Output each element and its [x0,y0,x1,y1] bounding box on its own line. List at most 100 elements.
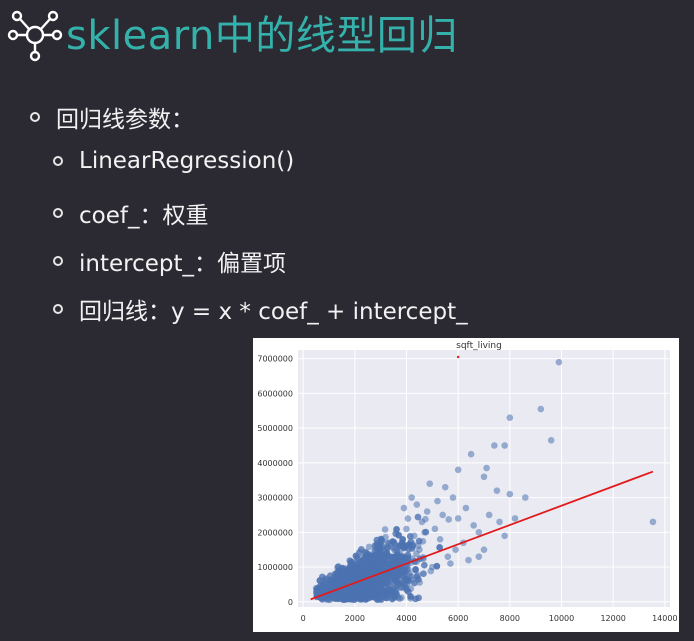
scatter-point [449,494,457,501]
bullet-text: intercept_：偏置项 [79,251,286,277]
scatter-point [347,559,355,567]
bullet-item: coef_：权重 [53,196,208,230]
scatter-chart-panel: 0 2000 4000 6000 8000 10000 12000 14000 0 1000000… [253,338,679,632]
scatter-point [491,442,498,449]
scatter-point [376,581,384,588]
network-hub-icon [7,10,63,62]
scatter-point [400,504,408,512]
x-tick-label: 8000 [500,614,520,623]
scatter-point [399,578,406,586]
scatter-point [390,592,398,600]
regression-line [310,470,654,601]
scatter-point [394,554,401,562]
x-tick-label: 10000 [549,614,574,623]
bullet-text: LinearRegression() [79,148,295,174]
x-tick-label: 14000 [652,614,677,623]
scatter-point [444,553,452,560]
scatter-point [404,515,412,522]
scatter-point [454,515,462,522]
scatter-point [352,552,360,560]
scatter-point [485,511,493,519]
scatter-point [316,577,324,584]
scatter-point [375,543,383,551]
chart-title: sqft_living [456,341,502,351]
y-tick-label: 3000000 [257,494,293,503]
slide-title-row: sklearn中的线型回归 [6,8,458,64]
scatter-point [407,593,414,600]
slide-title: sklearn中的线型回归 [66,13,458,59]
scatter-point [362,566,369,574]
scatter-point [339,588,347,596]
scatter-point [393,548,401,556]
title-marker [456,355,460,359]
scatter-point [391,575,398,583]
scatter-point [441,483,449,491]
scatter-point [326,572,334,580]
scatter-point [416,546,423,553]
scatter-point [341,576,349,584]
scatter-point [429,563,436,571]
scatter-point [465,556,472,564]
scatter-point [408,494,415,501]
scatter-point [414,513,422,521]
scatter-point [447,560,454,567]
scatter-point [406,541,413,548]
scatter-point [374,592,382,600]
bullet-item: LinearRegression() [53,148,294,174]
x-tick-label: 0 [301,614,306,623]
y-tick-label: 7000000 [257,355,293,364]
scatter-point [383,589,390,596]
scatter-point [381,526,389,533]
scatter-point [384,544,391,552]
scatter-point [314,584,322,592]
scatter-point [462,504,470,512]
scatter-point [366,584,374,591]
y-tick-label: 6000000 [257,389,293,398]
scatter-point [410,532,418,540]
scatter-point [423,508,431,515]
scatter-point [363,554,370,562]
scatter-point [452,546,459,553]
scatter-point [555,358,563,366]
scatter-point [365,543,373,551]
bullet-dot-icon [53,156,63,166]
y-tick-label: 0 [288,598,293,607]
scatter-point [371,578,379,585]
scatter-point [483,464,490,472]
scatter-point [470,522,477,529]
scatter-point [394,570,402,577]
scatter-point [434,497,441,505]
scatter-point [353,585,360,593]
bullet-text: coef_：权重 [79,203,209,229]
scatter-point [649,518,657,526]
scatter-point [383,549,391,557]
y-tick-label: 5000000 [257,424,293,433]
scatter-point [413,573,421,580]
y-tick-label: 2000000 [257,528,293,537]
scatter-point [403,525,410,533]
scatter-point [426,480,434,488]
scatter-point [431,525,439,533]
scatter-point [480,546,488,553]
scatter-point [392,586,400,594]
scatter-point [501,442,508,449]
bullet-item: 回归线参数： [30,100,194,134]
scatter-point [379,555,387,563]
scatter-point [399,573,407,580]
scatter-point [388,556,396,564]
scatter-point [352,570,360,578]
bullet-text: 回归线：y = x * coef_ + intercept_ [79,299,468,325]
scatter-point [493,487,501,494]
scatter-point [436,535,444,543]
scatter-point [454,466,462,474]
x-tick-label: 6000 [448,614,468,623]
scatter-point [334,568,342,576]
scatter-point [332,582,339,589]
scatter-point [413,501,421,508]
scatter-point [506,414,514,422]
scatter-point [399,536,407,543]
scatter-point [421,561,428,569]
scatter-point [496,518,503,526]
bullet-text: 回归线参数： [56,107,194,133]
scatter-point [400,544,407,551]
